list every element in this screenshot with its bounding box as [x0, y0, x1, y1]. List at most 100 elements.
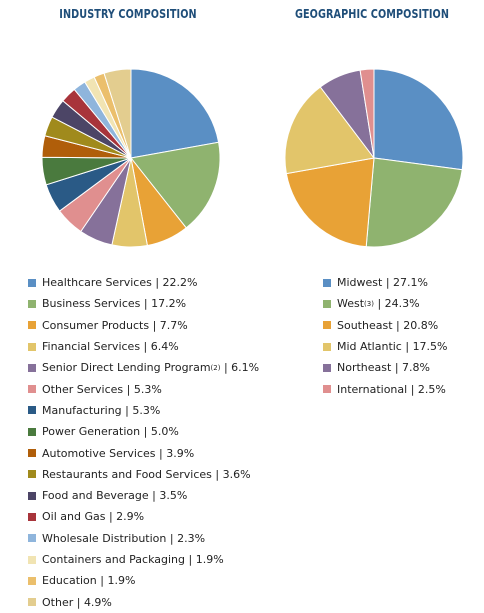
industry-legend-item: Consumer Products | 7.7%: [28, 315, 259, 336]
legend-label: West: [337, 297, 365, 311]
legend-value: 2.5%: [417, 382, 446, 396]
legend-swatch: [28, 363, 36, 372]
legend-swatch: [28, 534, 36, 543]
legend-value: 6.4%: [150, 340, 179, 354]
legend-swatch: [323, 385, 331, 394]
legend-swatch: [323, 342, 331, 351]
legend-separator: |: [148, 489, 160, 503]
legend-label: International: [337, 382, 408, 396]
geographic-slice-mid-atlantic: [284, 86, 375, 175]
geographic-legend-item: Mid Atlantic | 17.5%: [323, 336, 448, 357]
industry-slice-business-services: [130, 141, 221, 229]
legend-separator: |: [407, 382, 418, 396]
legend-swatch: [28, 278, 36, 287]
legend-swatch: [28, 512, 36, 521]
legend-separator: |: [155, 446, 167, 460]
industry-legend-item: Food and Beverage | 3.5%: [28, 485, 259, 506]
industry-slice-other: [103, 68, 132, 159]
geographic-legend-item: Midwest | 27.1%: [323, 272, 448, 293]
legend-value: 24.3%: [384, 297, 420, 311]
industry-legend-item: Other | 4.9%: [28, 591, 259, 612]
legend-label: Southeast: [337, 318, 393, 332]
legend-swatch: [28, 576, 36, 585]
legend-value: 5.3%: [133, 382, 162, 396]
legend-label: Containers and Packaging: [42, 553, 186, 566]
industry-chart-title: INDUSTRY COMPOSITION: [59, 6, 197, 21]
legend-separator: |: [105, 510, 117, 524]
legend-label: Northeast: [337, 361, 392, 375]
legend-label: Healthcare Services: [42, 276, 152, 290]
legend-value: 3.9%: [166, 446, 195, 460]
industry-slice-healthcare-services: [130, 68, 220, 159]
legend-swatch: [28, 342, 36, 351]
legend-label: Senior Direct Lending Program: [42, 361, 211, 375]
legend-label: Midwest: [337, 276, 383, 290]
industry-legend-item: Healthcare Services | 22.2%: [28, 272, 259, 293]
legend-separator: |: [401, 340, 413, 354]
geographic-slice-international: [359, 68, 375, 159]
legend-swatch: [28, 449, 36, 458]
industry-legend-item: Other Services | 5.3%: [28, 378, 259, 399]
legend-label: Manufacturing: [42, 403, 122, 417]
industry-legend-item: Education | 1.9%: [28, 570, 259, 591]
legend-value: 4.9%: [83, 595, 112, 609]
legend-value: 17.2%: [151, 297, 187, 311]
legend-separator: |: [73, 595, 84, 609]
industry-legend-item: Business Services | 17.2%: [28, 293, 259, 314]
legend-label: Education: [42, 574, 97, 588]
geographic-legend-item: International | 2.5%: [323, 378, 448, 399]
geographic-slice-southeast: [285, 157, 375, 248]
legend-swatch: [28, 598, 36, 607]
legend-label: Mid Atlantic: [337, 340, 402, 354]
legend-swatch: [28, 299, 36, 308]
legend-label: Financial Services: [42, 340, 141, 354]
industry-legend-item: Wholesale Distribution | 2.3%: [28, 528, 259, 549]
legend-swatch: [28, 427, 36, 436]
legend-value: 2.3%: [177, 531, 206, 545]
legend-value: 7.8%: [402, 361, 430, 375]
legend-separator: |: [123, 382, 134, 396]
legend-value: 5.3%: [132, 403, 161, 417]
geographic-slice-midwest: [373, 68, 464, 171]
geographic-legend-item: Southeast | 20.8%: [323, 315, 448, 336]
industry-legend-item: Senior Direct Lending Program (2) | 6.1%: [28, 357, 259, 378]
legend-label: Restaurants and Food Services: [42, 467, 212, 481]
legend-value: 3.5%: [159, 489, 188, 503]
legend-swatch: [323, 363, 331, 372]
legend-separator: |: [185, 553, 196, 566]
legend-separator: |: [140, 340, 151, 354]
legend-swatch: [323, 321, 331, 330]
legend-value: 27.1%: [393, 276, 428, 290]
legend-value: 20.8%: [403, 318, 439, 332]
legend-label: Power Generation: [42, 425, 141, 439]
industry-legend-item: Oil and Gas | 2.9%: [28, 506, 259, 527]
legend-value: 17.5%: [412, 340, 448, 354]
legend-value: 5.0%: [150, 425, 179, 439]
legend-swatch: [28, 470, 36, 479]
geographic-legend-item: Northeast | 7.8%: [323, 357, 448, 378]
geographic-legend-item: West (3) | 24.3%: [323, 293, 448, 314]
legend-swatch: [28, 491, 36, 500]
industry-legend-item: Financial Services | 6.4%: [28, 336, 259, 357]
industry-legend-item: Containers and Packaging | 1.9%: [28, 549, 259, 570]
legend-label: Consumer Products: [42, 318, 150, 332]
legend-separator: |: [391, 361, 403, 375]
legend-separator: |: [220, 361, 232, 375]
legend-separator: |: [96, 574, 108, 588]
legend-value: 22.2%: [162, 276, 198, 290]
legend-separator: |: [373, 297, 385, 311]
legend-label: Other: [42, 595, 74, 609]
legend-label: Wholesale Distribution: [42, 531, 167, 545]
legend-swatch: [28, 321, 36, 330]
industry-legend-item: Automotive Services | 3.9%: [28, 442, 259, 463]
legend-separator: |: [211, 467, 223, 481]
industry-legend: Healthcare Services | 22.2% Business Serv…: [28, 272, 259, 613]
geographic-chart-title: GEOGRAPHIC COMPOSITION: [294, 6, 450, 21]
legend-swatch: [323, 299, 331, 308]
industry-legend-item: Power Generation | 5.0%: [28, 421, 259, 442]
legend-value: 6.1%: [231, 361, 260, 375]
legend-label: Other Services: [42, 382, 124, 396]
legend-separator: |: [140, 297, 152, 311]
